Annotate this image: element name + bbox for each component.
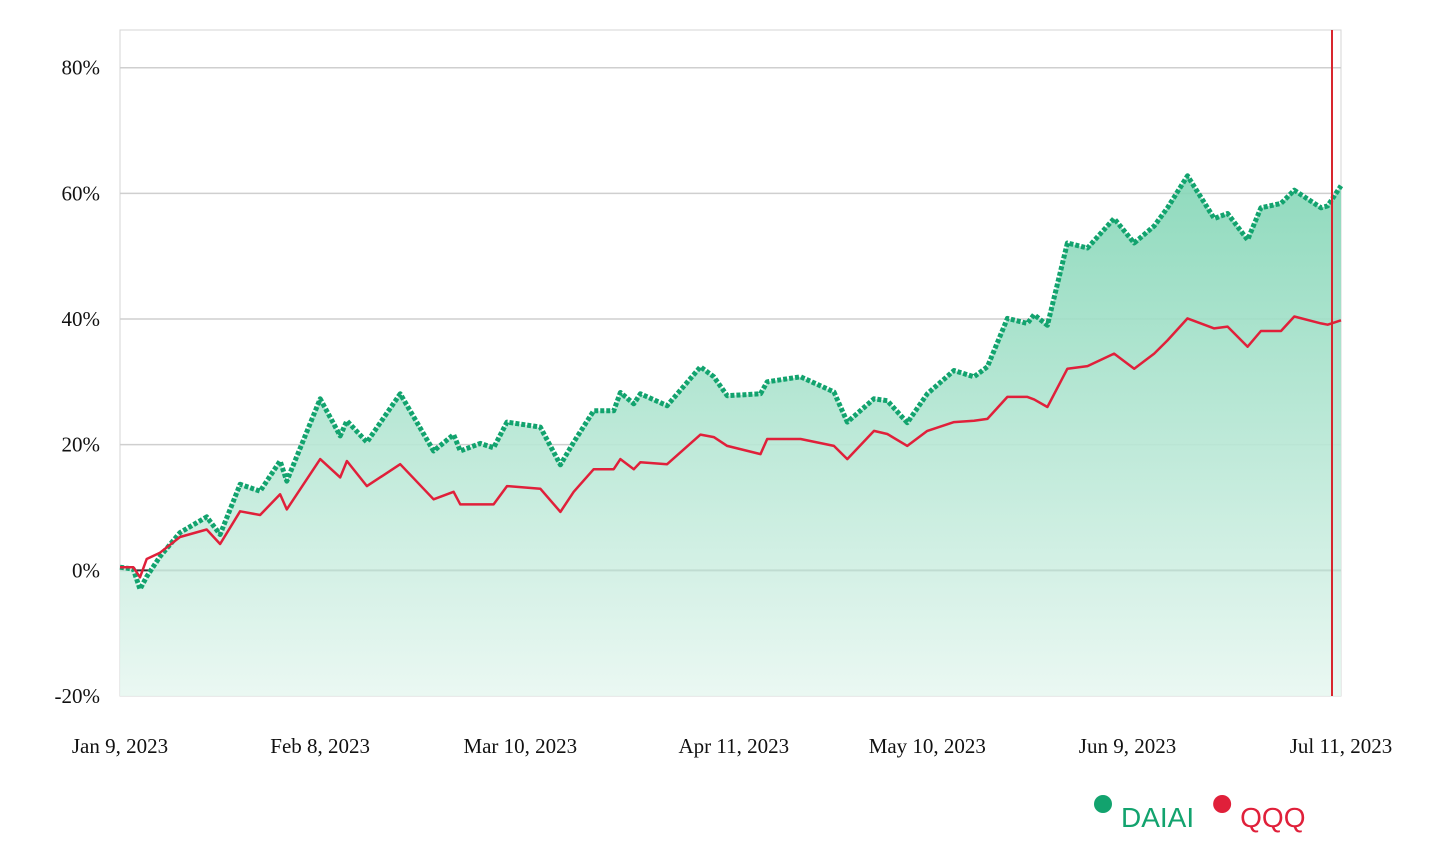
y-tick-label: -20% xyxy=(55,684,101,708)
x-tick-label: Feb 8, 2023 xyxy=(270,734,370,758)
area xyxy=(120,175,1341,697)
y-tick-label: 0% xyxy=(72,558,100,582)
y-tick-label: 60% xyxy=(62,181,101,205)
x-tick-label: May 10, 2023 xyxy=(869,734,986,758)
x-tick-label: Jul 11, 2023 xyxy=(1290,734,1392,758)
legend-label: DAIAI xyxy=(1121,802,1194,833)
legend-label: QQQ xyxy=(1240,802,1305,833)
legend-marker xyxy=(1094,795,1112,813)
y-tick-label: 20% xyxy=(62,433,101,457)
x-tick-label: Jan 9, 2023 xyxy=(72,734,168,758)
legend-marker xyxy=(1213,795,1232,813)
y-tick-label: 40% xyxy=(62,307,101,331)
x-tick-label: Mar 10, 2023 xyxy=(463,734,577,758)
x-tick-label: Jun 9, 2023 xyxy=(1079,734,1176,758)
y-tick-label: 80% xyxy=(62,56,101,80)
x-tick-label: Apr 11, 2023 xyxy=(679,734,790,758)
line xyxy=(120,315,1342,579)
line xyxy=(119,173,1344,592)
